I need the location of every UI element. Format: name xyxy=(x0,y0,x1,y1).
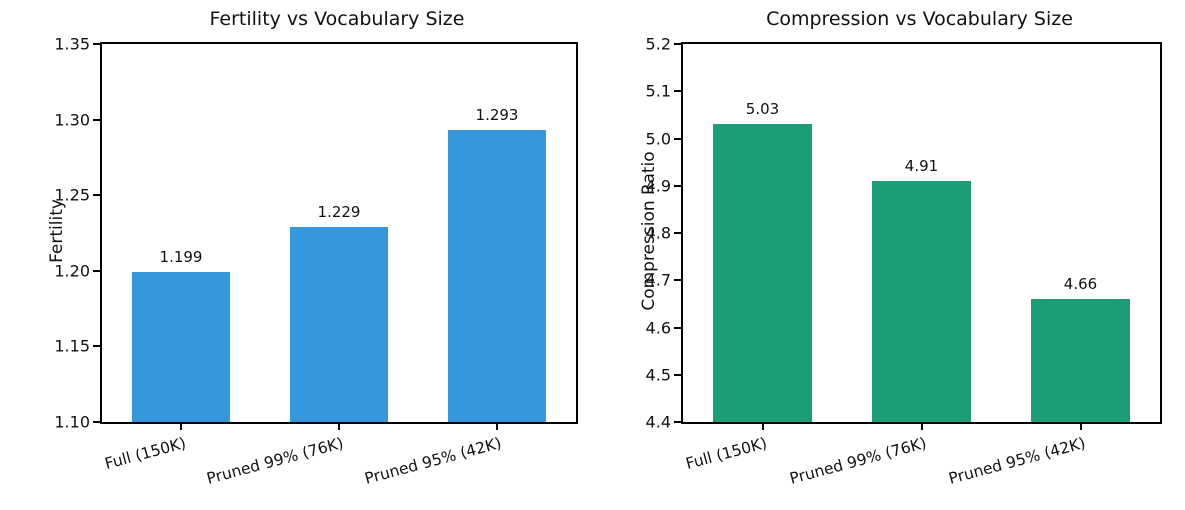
bar-value-label: 5.03 xyxy=(745,100,780,119)
y-tick-mark xyxy=(674,43,681,45)
y-tick-label: 1.25 xyxy=(54,185,90,205)
bar xyxy=(1031,299,1130,422)
plot-area: 1.10 1.15 1.20 1.25 1.30 1.35 1.199 Full (150K)… xyxy=(54,35,578,488)
y-tick-label: 5.0 xyxy=(645,129,671,148)
y-tick-label: 1.10 xyxy=(54,412,90,432)
x-tick-mark xyxy=(180,422,182,430)
y-tick-label: 1.15 xyxy=(54,336,90,356)
y-tick-mark xyxy=(93,43,100,45)
x-tick-mark xyxy=(338,422,340,430)
x-tick-mark xyxy=(761,422,764,430)
x-tick-label: Pruned 99% (76K) xyxy=(205,434,346,488)
y-tick-label: 5.2 xyxy=(645,34,671,54)
y-tick-label: 4.9 xyxy=(645,176,671,196)
bar xyxy=(872,181,971,422)
compression-chart: Compression vs Vocabulary Size Compressi… xyxy=(592,0,1185,510)
x-tick-mark xyxy=(496,422,498,430)
y-tick-label: 4.5 xyxy=(645,365,671,385)
x-tick-label: Pruned 95% (42K) xyxy=(946,434,1088,488)
y-tick-mark xyxy=(93,194,100,197)
x-tick-label: Pruned 95% (42K) xyxy=(363,434,504,488)
y-tick-mark xyxy=(93,345,100,348)
y-axis-label: Fertility xyxy=(47,199,67,263)
y-tick-mark xyxy=(674,421,681,423)
y-tick-mark xyxy=(674,90,681,93)
y-tick-mark xyxy=(93,269,100,272)
bar xyxy=(713,124,812,422)
y-tick-mark xyxy=(674,232,681,234)
y-tick-mark xyxy=(674,137,681,140)
x-tick-mark xyxy=(1079,422,1082,430)
x-tick-label: Full (150K) xyxy=(102,434,188,473)
plot-area: 4.4 4.5 4.6 4.7 4.8 4.9 5.0 5.1 5.2 5.03 Full (150… xyxy=(646,35,1162,488)
bar xyxy=(290,226,388,422)
fertility-chart: Fertility vs Vocabulary Size Fertility 1… xyxy=(0,0,592,510)
x-tick-label: Full (150K) xyxy=(684,434,770,473)
bar-value-label: 1.293 xyxy=(475,106,519,125)
bar xyxy=(448,130,546,422)
chart-title: Compression vs Vocabulary Size xyxy=(766,8,1073,30)
y-tick-mark xyxy=(674,373,681,376)
y-tick-label: 4.7 xyxy=(645,270,671,290)
bar-value-label: 1.229 xyxy=(317,202,361,221)
y-tick-label: 1.30 xyxy=(54,110,90,130)
x-tick-label: Pruned 99% (76K) xyxy=(787,434,929,488)
y-tick-label: 1.35 xyxy=(54,34,90,54)
y-tick-mark xyxy=(93,118,100,121)
y-tick-mark xyxy=(674,279,681,282)
bar-value-label: 4.66 xyxy=(1063,275,1098,294)
y-tick-label: 1.20 xyxy=(54,261,90,281)
y-tick-mark xyxy=(674,184,681,187)
chart-title: Fertility vs Vocabulary Size xyxy=(209,8,465,30)
y-tick-mark xyxy=(674,326,681,329)
bar xyxy=(132,272,230,422)
bar-value-label: 1.199 xyxy=(159,248,203,267)
y-tick-label: 4.4 xyxy=(645,412,671,432)
bar-value-label: 4.91 xyxy=(904,157,939,176)
y-tick-mark xyxy=(93,421,100,423)
y-tick-label: 5.1 xyxy=(645,81,671,101)
y-tick-label: 4.8 xyxy=(645,223,671,243)
y-tick-label: 4.6 xyxy=(645,318,671,337)
x-tick-mark xyxy=(920,422,923,430)
